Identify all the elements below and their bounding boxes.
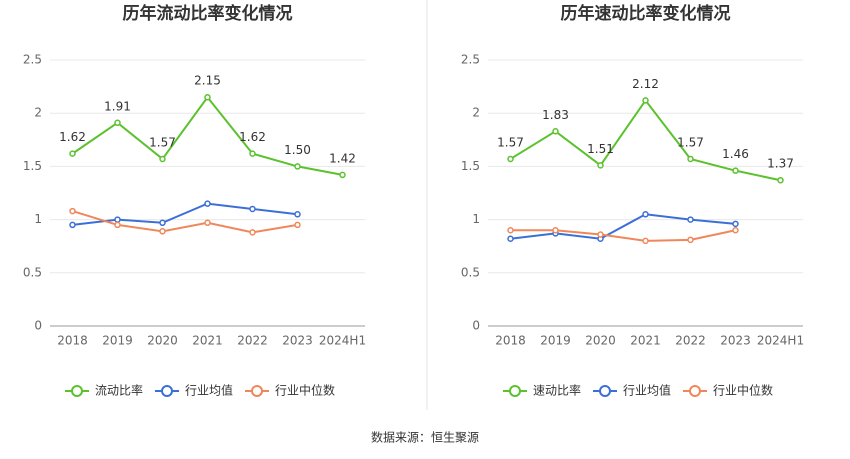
data-point <box>552 128 559 135</box>
x-tick-label: 2018 <box>495 334 526 348</box>
y-tick-label: 0.5 <box>23 265 42 279</box>
data-point <box>732 167 739 174</box>
data-point <box>114 119 121 127</box>
data-point <box>642 97 649 104</box>
y-tick-label: 1.5 <box>461 159 480 173</box>
data-point <box>777 176 784 184</box>
data-point <box>204 200 211 207</box>
x-tick-label: 2022 <box>675 334 706 348</box>
x-tick-label: 2020 <box>585 334 616 348</box>
data-point <box>339 171 346 179</box>
data-point <box>204 219 211 227</box>
data-point <box>294 163 301 170</box>
x-tick-label: 2023 <box>720 334 751 348</box>
data-point <box>159 155 166 163</box>
legend-marker <box>71 385 83 397</box>
data-point <box>732 226 739 234</box>
y-tick-label: 2 <box>34 106 42 120</box>
x-tick-label: 2021 <box>630 334 661 348</box>
data-label: 1.46 <box>722 147 749 161</box>
x-tick-label: 2024H1 <box>319 334 366 348</box>
data-point <box>114 221 121 229</box>
data-point <box>597 231 604 238</box>
series-line <box>72 202 298 226</box>
legend-marker <box>161 385 173 397</box>
y-tick-label: 1 <box>34 212 42 226</box>
series-line <box>510 229 736 242</box>
legend-marker <box>599 385 611 397</box>
data-point <box>732 220 739 228</box>
series-line <box>72 210 298 234</box>
data-label: 1.37 <box>767 157 794 171</box>
legend-marker <box>689 385 701 397</box>
y-tick-label: 0.5 <box>461 265 480 279</box>
y-tick-label: 2 <box>472 106 480 120</box>
legend-label: 行业中位数 <box>713 383 773 398</box>
legend-label: 流动比率 <box>95 383 143 398</box>
x-tick-label: 2023 <box>282 334 313 348</box>
legend-label: 速动比率 <box>533 383 581 398</box>
data-point <box>249 229 256 236</box>
data-label: 2.15 <box>194 74 221 88</box>
legend-label: 行业均值 <box>623 383 671 398</box>
y-tick-label: 1 <box>472 212 480 226</box>
legend-label: 行业均值 <box>185 383 233 398</box>
x-tick-label: 2024H1 <box>757 334 804 348</box>
y-tick-label: 1.5 <box>23 159 42 173</box>
data-point <box>552 226 559 234</box>
x-tick-label: 2020 <box>147 334 178 348</box>
data-point <box>507 226 514 234</box>
data-label: 1.83 <box>542 108 569 122</box>
data-label: 1.62 <box>239 130 266 144</box>
data-point <box>69 221 76 229</box>
data-label: 1.57 <box>677 135 704 149</box>
data-label: 1.51 <box>587 142 614 156</box>
data-point <box>507 235 514 243</box>
data-label: 1.57 <box>149 135 176 149</box>
y-tick-label: 2.5 <box>461 53 480 67</box>
data-point <box>687 155 694 163</box>
data-point <box>204 93 211 101</box>
legend-marker <box>509 385 521 397</box>
data-label: 1.57 <box>497 135 524 149</box>
data-point <box>114 216 121 223</box>
chart-title: 历年流动比率变化情况 <box>123 3 293 24</box>
data-label: 1.91 <box>104 99 131 113</box>
data-label: 1.42 <box>329 151 356 165</box>
x-tick-label: 2022 <box>237 334 268 348</box>
data-point <box>249 205 256 213</box>
data-point <box>597 162 604 169</box>
y-tick-label: 0 <box>34 319 42 333</box>
y-tick-label: 0 <box>472 319 480 333</box>
data-point <box>642 237 649 245</box>
data-label: 2.12 <box>632 77 659 91</box>
chart-title: 历年速动比率变化情况 <box>561 3 731 24</box>
data-point <box>249 150 256 157</box>
x-tick-label: 2019 <box>540 334 571 348</box>
source: 数据来源：恒生聚源 <box>371 430 479 445</box>
data-point <box>642 211 649 218</box>
y-tick-label: 2.5 <box>23 53 42 67</box>
legend-label: 行业中位数 <box>275 383 335 398</box>
x-tick-label: 2021 <box>192 334 223 348</box>
data-point <box>687 216 694 223</box>
legend-marker <box>251 385 263 397</box>
data-point <box>159 228 166 235</box>
data-point <box>687 236 694 244</box>
data-point <box>507 155 514 163</box>
data-point <box>69 207 76 215</box>
data-label: 1.62 <box>59 130 86 144</box>
series-line <box>510 213 736 240</box>
data-point <box>69 150 76 157</box>
x-tick-label: 2019 <box>102 334 133 348</box>
x-tick-label: 2018 <box>57 334 88 348</box>
data-point <box>294 221 301 229</box>
data-point <box>294 211 301 218</box>
data-label: 1.50 <box>284 143 311 157</box>
data-point <box>159 219 166 227</box>
